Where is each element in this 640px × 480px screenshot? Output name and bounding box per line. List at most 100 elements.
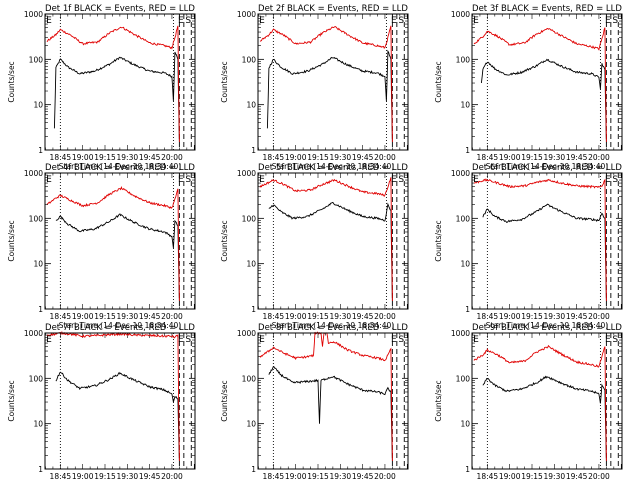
x-tick-label: 19:30 xyxy=(544,312,566,321)
marker-label: E xyxy=(178,16,184,26)
x-tick-label: 19:45 xyxy=(352,312,374,321)
y-axis-label: Counts/sec xyxy=(220,380,229,421)
marker-label: S xyxy=(185,335,191,345)
panel-5: Det 5f BLACK = Events, RED = LLD Counts/s… xyxy=(220,163,409,330)
y-tick-label: 100 xyxy=(456,55,471,64)
x-tick-label: 18:45 xyxy=(50,153,72,162)
marker-label: E xyxy=(605,16,611,26)
marker-label: E xyxy=(46,175,52,185)
y-tick-label: 1 xyxy=(251,465,256,474)
y-axis-label: Counts/sec xyxy=(220,61,229,102)
x-tick-label: 19:15 xyxy=(307,312,329,321)
panel-1: Det 1f BLACK = Events, RED = LLD Counts/s… xyxy=(7,4,196,171)
plot-frame xyxy=(44,13,196,151)
marker-label: E xyxy=(391,16,397,26)
marker-label: E xyxy=(473,16,479,26)
x-tick-label: 20:00 xyxy=(588,153,610,162)
x-tick-label: 19:30 xyxy=(117,153,139,162)
x-axis-label: Start Time (14-Dec-10 18:34:40) xyxy=(272,162,394,171)
y-tick-label: 1000 xyxy=(451,169,470,178)
x-axis-label: Start Time (14-Dec-10 18:34:40) xyxy=(59,162,181,171)
panel-title: Det 9f BLACK = Events, RED = LLD xyxy=(472,323,622,333)
x-tick-label: 19:00 xyxy=(285,312,307,321)
series-lld-line xyxy=(474,178,607,302)
marker-label: S xyxy=(398,335,404,345)
x-tick-label: 20:00 xyxy=(161,312,183,321)
marker-label: S xyxy=(612,175,618,185)
y-tick-label: 10 xyxy=(246,260,256,269)
y-tick-label: 100 xyxy=(29,374,44,383)
x-tick-label: 19:45 xyxy=(139,312,161,321)
x-tick-label: 19:45 xyxy=(566,472,588,480)
y-tick-label: 1 xyxy=(38,305,43,314)
series-events-line xyxy=(480,58,607,143)
y-tick-label: 10 xyxy=(33,260,43,269)
marker-label: E xyxy=(391,335,397,345)
x-tick-label: 19:15 xyxy=(307,153,329,162)
y-axis-label: Counts/sec xyxy=(434,380,443,421)
y-tick-label: 1000 xyxy=(451,329,470,338)
y-tick-label: 100 xyxy=(242,55,257,64)
panel-title: Det 3f BLACK = Events, RED = LLD xyxy=(472,4,622,14)
y-tick-label: 100 xyxy=(456,214,471,223)
x-tick-label: 18:45 xyxy=(477,312,499,321)
y-tick-label: 1 xyxy=(251,146,256,155)
x-tick-label: 19:30 xyxy=(330,312,352,321)
panel-4: Det 4f BLACK = Events, RED = LLD Counts/s… xyxy=(7,163,196,330)
marker-label: E xyxy=(46,16,52,26)
x-tick-label: 19:00 xyxy=(72,153,94,162)
series-lld-line xyxy=(46,186,180,302)
marker-label: S xyxy=(398,175,404,185)
y-tick-label: 1 xyxy=(251,305,256,314)
marker-label: E xyxy=(46,335,52,345)
x-tick-label: 19:00 xyxy=(499,153,521,162)
y-tick-label: 10 xyxy=(460,101,470,110)
panel-title: Det 1f BLACK = Events, RED = LLD xyxy=(45,4,195,14)
x-tick-label: 20:00 xyxy=(161,472,183,480)
x-tick-label: 19:15 xyxy=(94,312,116,321)
marker-label: E xyxy=(605,335,611,345)
marker-label: E xyxy=(178,175,184,185)
y-axis-label: Counts/sec xyxy=(7,220,16,261)
x-axis-label: Start Time (14-Dec-10 18:34:40) xyxy=(486,321,608,330)
marker-label: S xyxy=(185,175,191,185)
y-tick-label: 10 xyxy=(33,420,43,429)
y-tick-label: 1000 xyxy=(24,329,43,338)
x-tick-label: 19:45 xyxy=(352,153,374,162)
x-tick-label: 20:00 xyxy=(588,472,610,480)
y-tick-label: 100 xyxy=(456,374,471,383)
x-tick-label: 18:45 xyxy=(263,312,285,321)
y-tick-label: 1000 xyxy=(24,10,43,19)
x-tick-label: 18:45 xyxy=(477,472,499,480)
y-tick-label: 10 xyxy=(246,420,256,429)
series-events-line xyxy=(55,371,180,462)
x-tick-label: 19:30 xyxy=(330,153,352,162)
panel-title: Det 2f BLACK = Events, RED = LLD xyxy=(258,4,408,14)
x-axis-label: Start Time (14-Dec-10 18:34:40) xyxy=(486,162,608,171)
series-lld-line xyxy=(473,27,607,143)
series-lld-line xyxy=(46,330,180,462)
x-tick-label: 19:30 xyxy=(117,312,139,321)
plot-frame xyxy=(471,332,623,470)
plot-frame xyxy=(257,13,409,151)
x-tick-label: 19:15 xyxy=(521,153,543,162)
series-lld-line xyxy=(259,177,393,302)
x-tick-label: 20:00 xyxy=(374,472,396,480)
panel-title: Det 8f BLACK = Events, RED = LLD xyxy=(258,323,408,333)
x-tick-label: 20:00 xyxy=(374,153,396,162)
x-tick-label: 18:45 xyxy=(50,472,72,480)
x-tick-label: 19:00 xyxy=(72,312,94,321)
y-tick-label: 10 xyxy=(460,260,470,269)
y-tick-label: 1000 xyxy=(237,169,256,178)
y-tick-label: 1 xyxy=(465,465,470,474)
x-tick-label: 19:15 xyxy=(521,312,543,321)
x-tick-label: 18:45 xyxy=(263,153,285,162)
x-tick-label: 20:00 xyxy=(161,153,183,162)
panel-7: Det 7f BLACK = Events, RED = LLD Counts/s… xyxy=(7,323,196,480)
y-tick-label: 1 xyxy=(38,465,43,474)
y-tick-label: 10 xyxy=(460,420,470,429)
y-tick-label: 1 xyxy=(465,146,470,155)
marker-label: S xyxy=(612,335,618,345)
panel-title: Det 7f BLACK = Events, RED = LLD xyxy=(45,323,195,333)
